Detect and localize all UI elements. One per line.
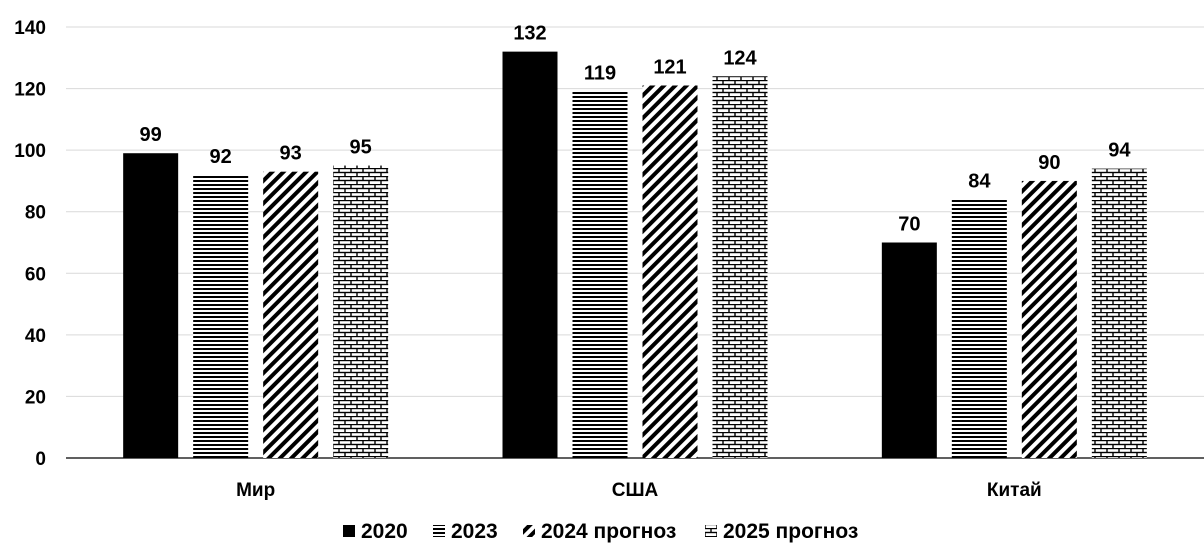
data-label: 124 [723,47,757,69]
bar [572,91,628,459]
legend-label: 2024 прогноз [541,520,676,543]
x-axis-categories: Мир США Китай [236,480,1042,501]
data-label: 132 [513,23,546,45]
legend-swatch [343,525,355,537]
bars [123,51,1147,459]
bar [263,171,319,458]
grid [66,26,1204,459]
category-label: Китай [987,480,1042,501]
legend-swatch [705,525,717,537]
data-label: 84 [968,170,991,192]
data-label: 92 [210,146,232,168]
y-tick-label: 140 [14,18,46,39]
bar [1021,180,1077,458]
data-label: 99 [140,124,162,146]
bar [881,242,937,458]
legend-label: 2020 [361,520,408,543]
category-label: Мир [236,480,275,501]
y-tick-label: 40 [25,326,46,347]
y-axis-ticks: 0 20 40 60 80 100 120 140 [14,18,46,470]
data-label: 119 [584,63,616,85]
bar [502,51,558,458]
data-label: 93 [280,143,302,165]
data-label: 90 [1038,152,1060,174]
y-tick-label: 60 [25,264,46,285]
y-tick-label: 80 [25,203,46,224]
category-label: США [612,480,659,501]
legend-label: 2023 [451,520,498,543]
bar [193,174,249,458]
bar [642,85,698,458]
legend-swatch [433,525,445,537]
y-tick-label: 20 [25,387,46,408]
bar [712,76,768,458]
legend-label: 2025 прогноз [723,520,858,543]
y-tick-label: 100 [14,141,46,162]
bar [1091,168,1147,458]
bar [123,153,179,458]
y-tick-label: 0 [35,449,46,470]
data-label: 95 [350,137,372,159]
data-label: 70 [898,214,920,236]
data-label: 94 [1108,140,1131,162]
data-label: 121 [653,56,686,78]
legend: 2020 2023 2024 прогноз 2025 прогноз [343,520,858,543]
legend-swatch [523,525,535,537]
bar [951,199,1007,458]
bar [333,165,389,459]
y-tick-label: 120 [14,80,46,101]
data-labels: 99 92 93 95 132 119 121 124 70 84 90 94 [140,23,1132,236]
